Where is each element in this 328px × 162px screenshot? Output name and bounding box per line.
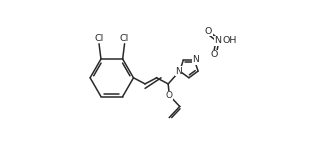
Text: Cl: Cl bbox=[94, 34, 104, 43]
Text: O: O bbox=[166, 91, 173, 100]
Text: O: O bbox=[205, 27, 212, 36]
Text: N: N bbox=[214, 36, 221, 45]
Text: N: N bbox=[175, 67, 182, 76]
Text: N: N bbox=[193, 55, 199, 64]
Text: Cl: Cl bbox=[120, 34, 129, 43]
Text: O: O bbox=[211, 50, 218, 59]
Text: OH: OH bbox=[223, 36, 237, 45]
